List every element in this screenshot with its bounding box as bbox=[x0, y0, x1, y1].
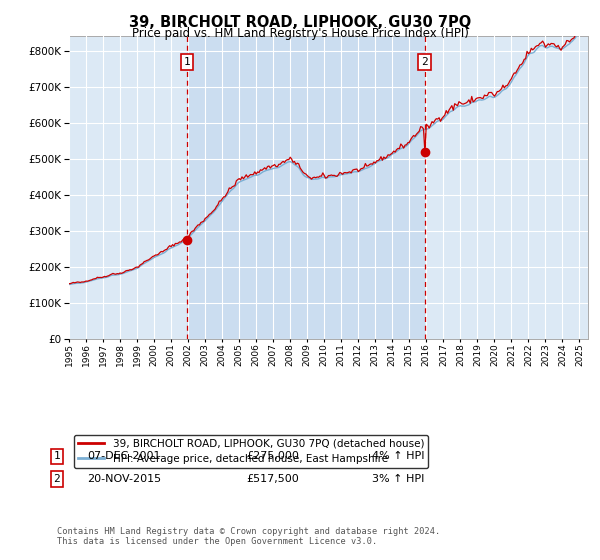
Text: 39, BIRCHOLT ROAD, LIPHOOK, GU30 7PQ: 39, BIRCHOLT ROAD, LIPHOOK, GU30 7PQ bbox=[129, 15, 471, 30]
Text: 3% ↑ HPI: 3% ↑ HPI bbox=[372, 474, 424, 484]
Text: 2: 2 bbox=[421, 57, 428, 67]
Text: 1: 1 bbox=[53, 451, 61, 461]
Text: 4% ↑ HPI: 4% ↑ HPI bbox=[372, 451, 425, 461]
Text: 20-NOV-2015: 20-NOV-2015 bbox=[87, 474, 161, 484]
Text: £275,000: £275,000 bbox=[246, 451, 299, 461]
Text: £517,500: £517,500 bbox=[246, 474, 299, 484]
Text: Price paid vs. HM Land Registry's House Price Index (HPI): Price paid vs. HM Land Registry's House … bbox=[131, 27, 469, 40]
Text: 1: 1 bbox=[184, 57, 190, 67]
Text: 07-DEC-2001: 07-DEC-2001 bbox=[87, 451, 161, 461]
Text: 2: 2 bbox=[53, 474, 61, 484]
Bar bbox=[187, 36, 425, 339]
Legend: 39, BIRCHOLT ROAD, LIPHOOK, GU30 7PQ (detached house), HPI: Average price, detac: 39, BIRCHOLT ROAD, LIPHOOK, GU30 7PQ (de… bbox=[74, 435, 428, 468]
Text: Contains HM Land Registry data © Crown copyright and database right 2024.
This d: Contains HM Land Registry data © Crown c… bbox=[57, 526, 440, 546]
